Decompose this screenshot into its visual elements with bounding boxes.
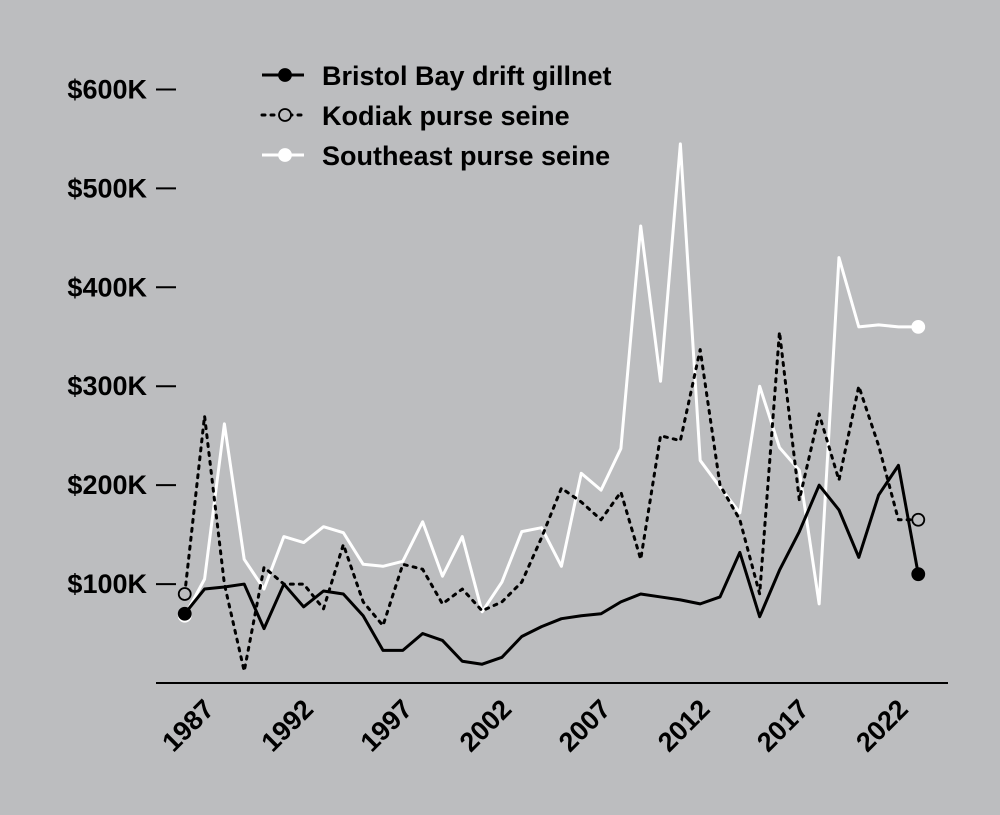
series-line-2 bbox=[183, 142, 919, 617]
x-tick-label: 1992 bbox=[255, 694, 319, 758]
legend-label: Bristol Bay drift gillnet bbox=[322, 61, 612, 91]
start-marker-0 bbox=[177, 606, 192, 621]
end-marker-1 bbox=[911, 512, 926, 527]
y-tick-label: $500K bbox=[67, 173, 147, 203]
y-tick-label: $400K bbox=[67, 272, 147, 302]
x-tick-label: 2022 bbox=[850, 694, 914, 758]
x-tick-label: 2002 bbox=[454, 694, 518, 758]
series-line-0 bbox=[183, 463, 920, 666]
y-tick-label: $300K bbox=[67, 371, 147, 401]
x-tick-label: 1997 bbox=[355, 694, 419, 758]
series-layer bbox=[177, 142, 926, 673]
legend-swatch-marker bbox=[278, 148, 292, 162]
x-tick-label: 2017 bbox=[751, 694, 815, 758]
x-tick-label: 2007 bbox=[553, 694, 617, 758]
legend-swatch-marker bbox=[278, 108, 292, 122]
end-marker-2 bbox=[911, 319, 926, 334]
y-axis: $100K $200K $300K $400K $500K $600K bbox=[67, 74, 176, 599]
y-tick-label: $100K bbox=[67, 569, 147, 599]
y-tick-label: $200K bbox=[67, 470, 147, 500]
legend-label: Southeast purse seine bbox=[322, 141, 610, 171]
end-marker-0 bbox=[911, 567, 926, 582]
y-tick-label: $600K bbox=[67, 74, 147, 104]
x-tick-label: 1987 bbox=[156, 694, 220, 758]
series-line-1 bbox=[183, 330, 920, 673]
legend-swatch-marker bbox=[278, 68, 292, 82]
start-marker-1 bbox=[177, 587, 192, 601]
legend: Bristol Bay drift gillnet Kodiak purse se… bbox=[260, 61, 612, 171]
x-tick-label: 2012 bbox=[652, 694, 716, 758]
legend-label: Kodiak purse seine bbox=[322, 101, 570, 131]
x-axis: 1987 1992 1997 2002 2007 2012 2017 2022 bbox=[156, 682, 948, 758]
